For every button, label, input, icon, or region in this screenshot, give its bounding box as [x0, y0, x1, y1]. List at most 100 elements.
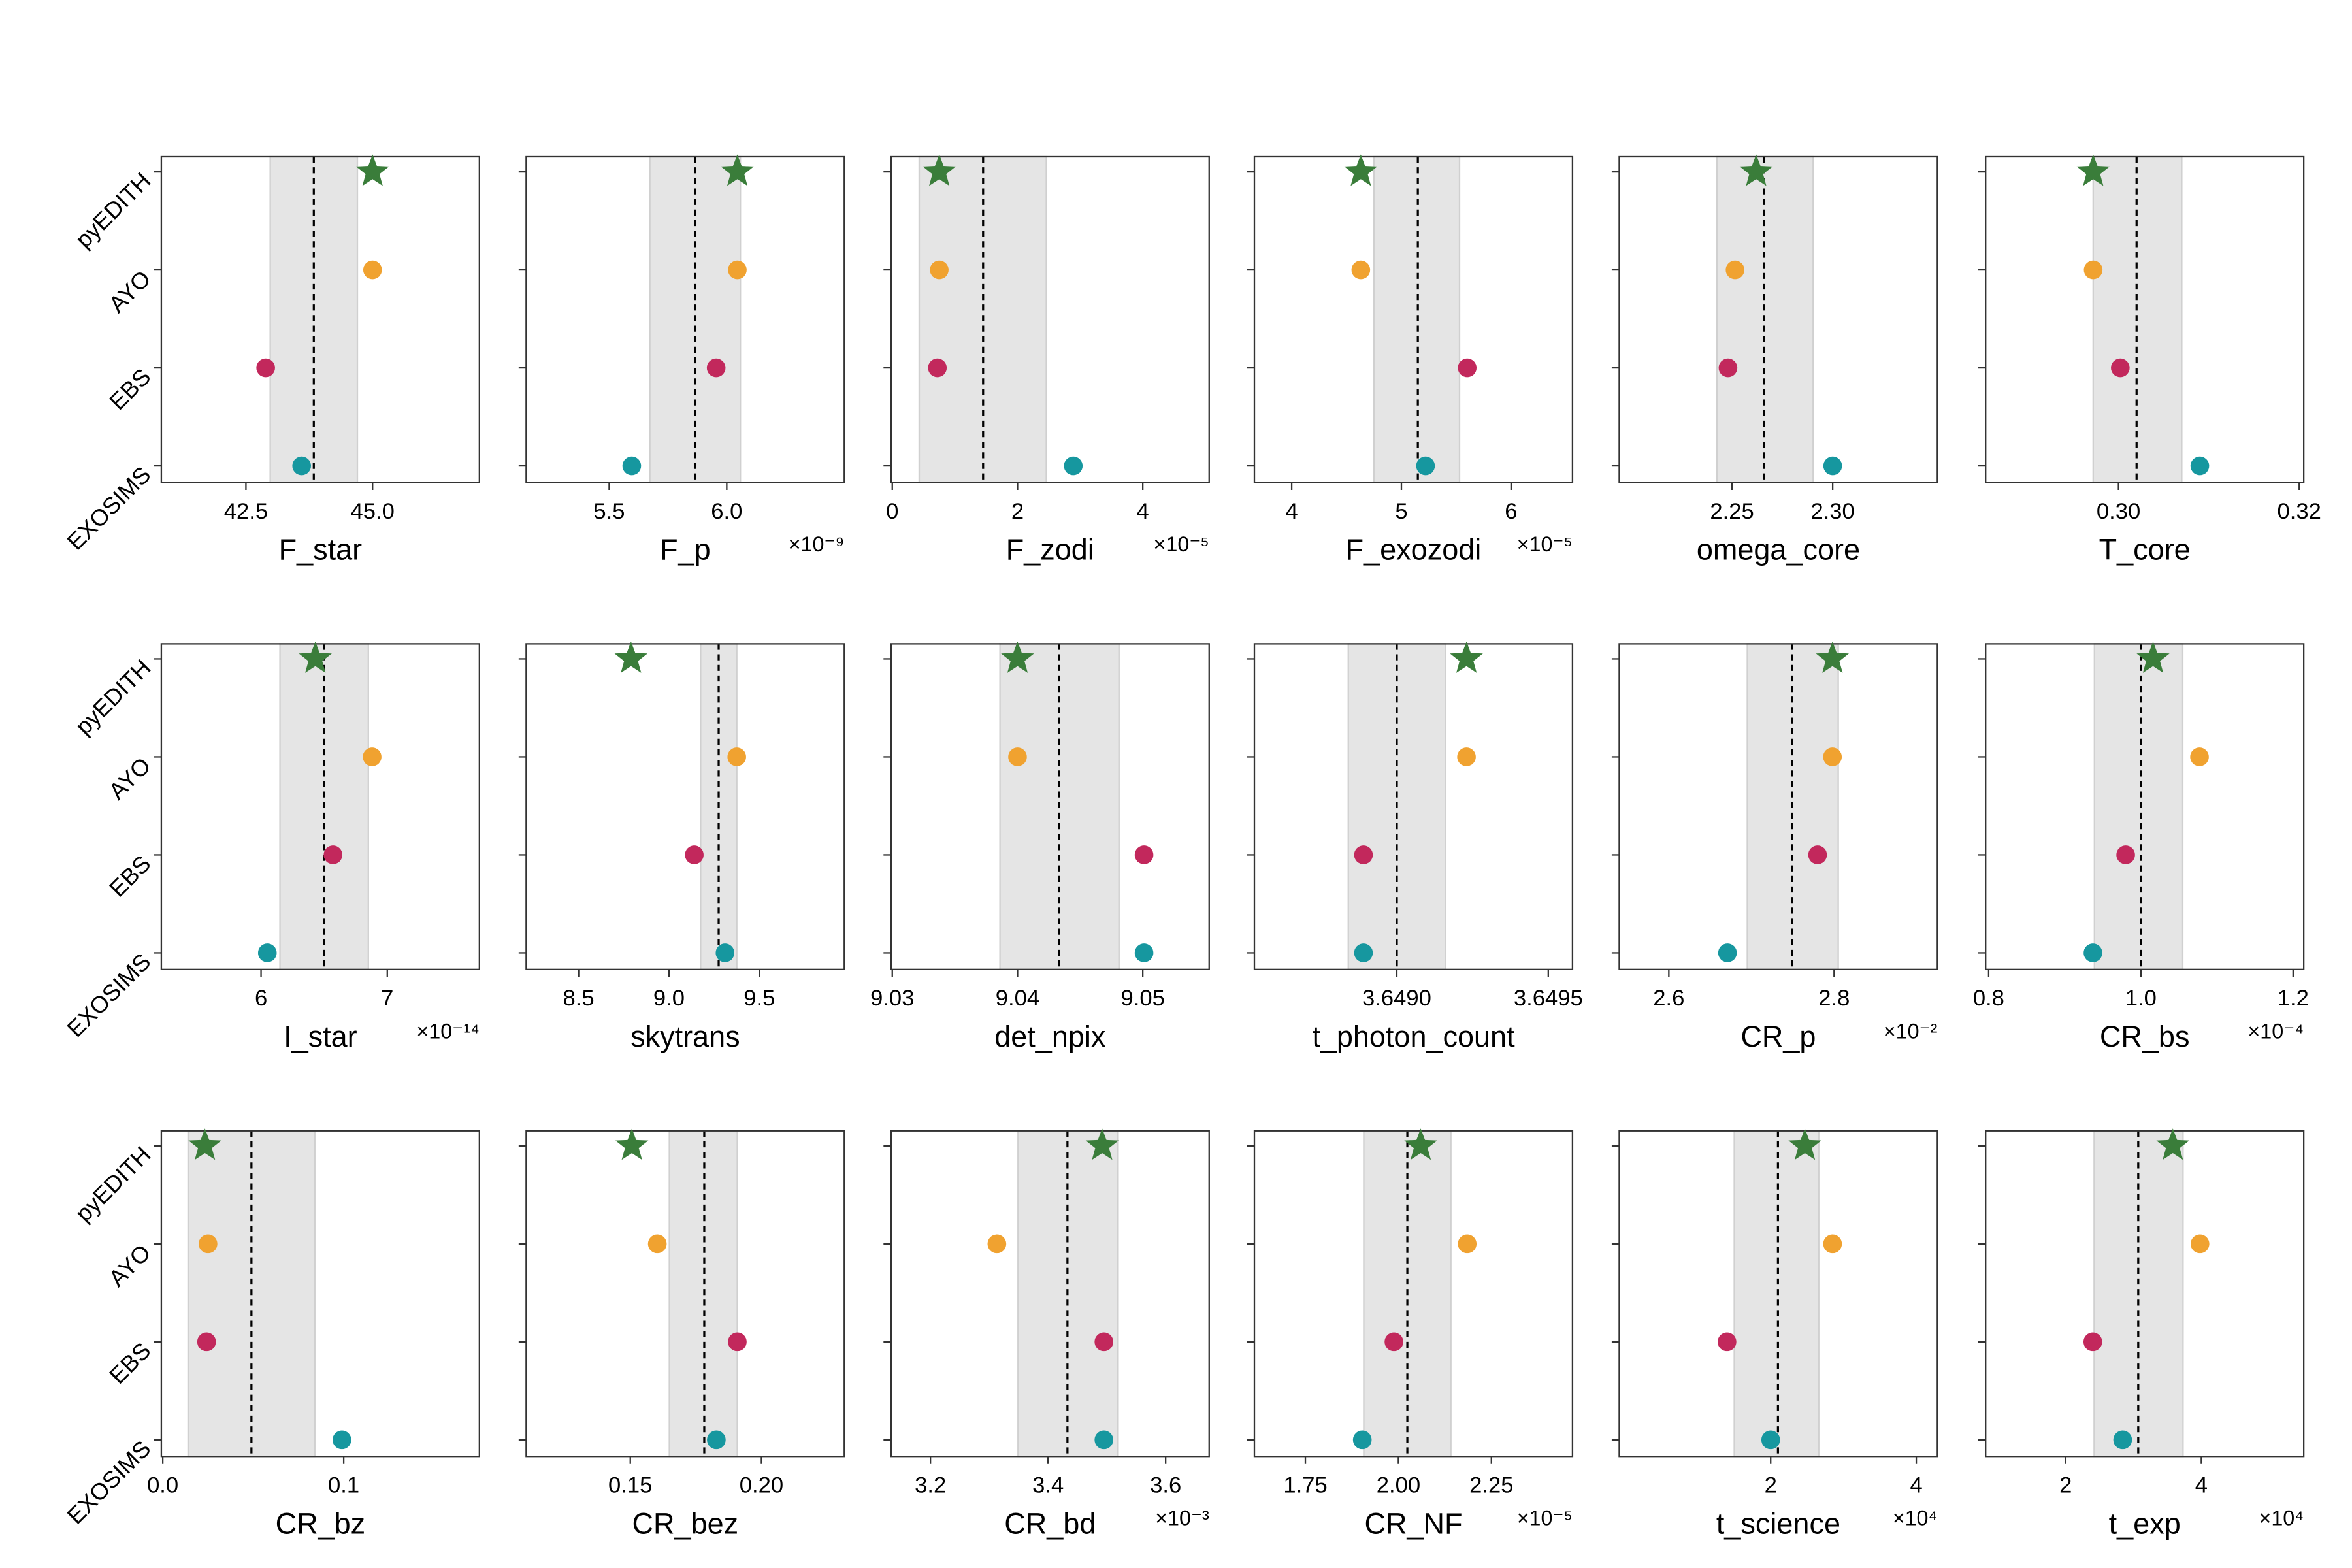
dot-marker: [1094, 1332, 1113, 1352]
dot-marker: [1808, 845, 1827, 864]
axes-frame: [1618, 1130, 1938, 1458]
axes-frame: [890, 1130, 1210, 1458]
star-marker: [188, 1128, 221, 1160]
x-axis-label: CR_bz: [276, 1507, 366, 1540]
x-tick-label: 3.2: [915, 1473, 946, 1498]
dot-marker: [2190, 747, 2209, 766]
x-tick-label: 2.6: [1653, 986, 1684, 1011]
dot-marker: [1352, 1430, 1372, 1450]
x-tick-label: 6: [255, 986, 267, 1011]
x-tick-label: 4: [1137, 499, 1149, 524]
star-marker: [1739, 154, 1773, 186]
y-tick-label: EXOSIMS: [62, 949, 155, 1042]
x-axis-label: det_npix: [994, 1020, 1106, 1053]
x-tick-label: 0.30: [2097, 499, 2140, 524]
x-tick-label: 2: [1011, 499, 1024, 524]
star-marker: [1816, 641, 1849, 673]
y-tick-label: EBS: [105, 1337, 156, 1389]
axes-frame: [160, 643, 480, 970]
x-tick-label: 3.6495: [1514, 986, 1583, 1011]
axes-frame: [1618, 643, 1938, 970]
std-band: [2093, 643, 2184, 970]
dot-marker: [930, 260, 949, 280]
dot-marker: [1008, 747, 1027, 766]
x-axis-label: omega_core: [1697, 533, 1860, 566]
axes-frame: [1985, 155, 2305, 483]
star-marker: [299, 641, 332, 673]
axis-offset: ×10⁻⁵: [1517, 532, 1573, 556]
dot-marker: [1457, 747, 1476, 766]
axes-frame: [1253, 155, 1574, 483]
star-marker: [721, 154, 754, 186]
dot-marker: [1134, 943, 1154, 962]
x-axis-label: t_exp: [2109, 1507, 2181, 1540]
y-tick-label: pyEDITH: [71, 655, 156, 740]
x-axis-label: CR_bs: [2100, 1020, 2190, 1053]
dot-marker: [685, 845, 704, 864]
dot-marker: [2083, 1332, 2102, 1352]
dot-marker: [2083, 260, 2103, 280]
dot-marker: [197, 1332, 216, 1352]
x-tick-label: 0.15: [608, 1473, 652, 1498]
x-tick-label: 6: [1505, 499, 1517, 524]
axes-frame: [1253, 643, 1574, 970]
axis-offset: ×10⁻⁹: [789, 532, 845, 556]
x-axis-label: F_star: [279, 533, 363, 566]
star-marker: [1788, 1128, 1821, 1160]
axes-frame: [1985, 1130, 2305, 1458]
dot-marker: [707, 1430, 726, 1450]
dot-marker: [2111, 358, 2130, 378]
dot-marker: [728, 260, 747, 280]
axis-offset: ×10⁻²: [1884, 1019, 1938, 1043]
axes-frame: [160, 1130, 480, 1458]
x-axis-label: skytrans: [630, 1020, 740, 1053]
x-tick-label: 8.5: [563, 986, 595, 1011]
x-tick-label: 7: [381, 986, 393, 1011]
x-axis-label: CR_bd: [1004, 1507, 1096, 1540]
x-tick-label: 2: [1765, 1473, 1777, 1498]
dot-marker: [2113, 1430, 2132, 1450]
dot-marker: [706, 358, 726, 378]
x-tick-label: 2.25: [1710, 499, 1754, 524]
x-axis-label: CR_NF: [1364, 1507, 1462, 1540]
y-tick-label: AYO: [104, 265, 156, 318]
x-tick-label: 3.4: [1032, 1473, 1064, 1498]
star-marker: [1085, 1128, 1119, 1160]
dot-marker: [1458, 1234, 1477, 1254]
x-tick-label: 4: [2195, 1473, 2208, 1498]
x-tick-label: 2.30: [1810, 499, 1854, 524]
x-tick-label: 2.00: [1377, 1473, 1420, 1498]
dot-marker: [256, 358, 275, 378]
dot-marker: [199, 1234, 218, 1254]
dot-marker: [1354, 943, 1373, 962]
dot-marker: [715, 943, 735, 962]
x-axis-label: t_science: [1716, 1507, 1840, 1540]
x-tick-label: 4: [1910, 1473, 1922, 1498]
dot-marker: [1384, 1332, 1403, 1352]
x-tick-label: 0.0: [147, 1473, 178, 1498]
axis-offset: ×10⁴: [1893, 1507, 1938, 1530]
x-axis-label: CR_p: [1740, 1020, 1816, 1053]
dot-marker: [727, 747, 747, 766]
std-band: [1373, 155, 1461, 483]
y-tick-label: AYO: [104, 753, 156, 805]
y-tick-label: pyEDITH: [71, 167, 156, 253]
x-tick-label: 2: [2059, 1473, 2072, 1498]
dot-marker: [1725, 260, 1744, 280]
star-marker: [2076, 154, 2110, 186]
std-band: [1733, 1130, 1820, 1458]
axes-frame: [890, 155, 1210, 483]
dot-marker: [363, 260, 382, 280]
dot-marker: [1416, 456, 1435, 476]
x-tick-label: 3.6: [1150, 1473, 1181, 1498]
x-tick-label: 4: [1285, 499, 1298, 524]
dot-marker: [1458, 358, 1477, 378]
x-tick-label: 0.32: [2278, 499, 2321, 524]
star-marker: [923, 154, 956, 186]
x-tick-label: 45.0: [351, 499, 395, 524]
x-tick-label: 9.04: [996, 986, 1039, 1011]
x-axis-label: F_zodi: [1006, 533, 1094, 566]
dot-marker: [257, 943, 277, 962]
dot-marker: [2116, 845, 2135, 864]
dot-marker: [333, 1430, 351, 1450]
